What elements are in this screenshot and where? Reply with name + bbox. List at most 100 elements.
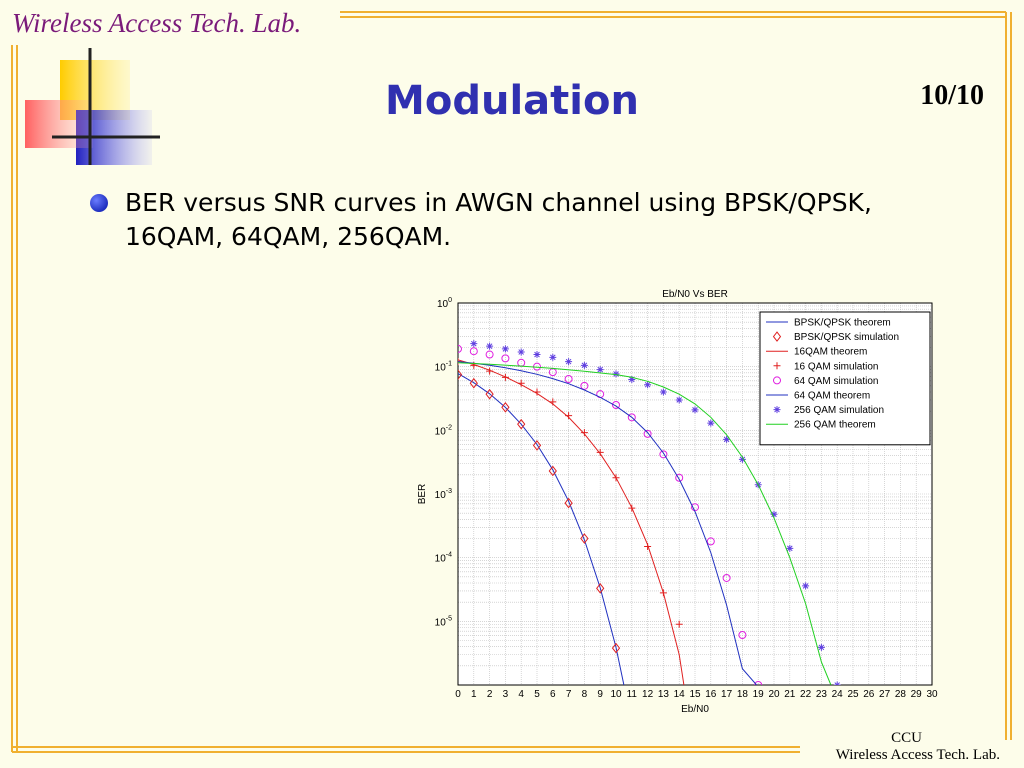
data-point — [470, 340, 478, 348]
y-tick-label: 10-3 — [435, 488, 452, 501]
x-tick-label: 6 — [550, 689, 556, 700]
legend-item: BPSK/QPSK simulation — [772, 331, 899, 343]
data-point — [628, 375, 636, 383]
x-tick-label: 23 — [816, 689, 828, 700]
series-line — [458, 373, 625, 685]
legend-item: 64 QAM theorem — [766, 391, 870, 402]
data-point — [580, 361, 588, 369]
data-point — [596, 583, 605, 594]
series-line — [458, 362, 832, 685]
legend-label: 64 QAM simulation — [794, 376, 878, 387]
series-7 — [458, 362, 832, 685]
data-point — [580, 429, 588, 437]
footer-line1: CCU — [891, 730, 922, 746]
footer: CCU Wireless Access Tech. Lab. — [836, 730, 1000, 764]
slide-title: Modulation — [385, 78, 639, 124]
bullet-icon — [90, 194, 108, 212]
data-point — [549, 353, 557, 361]
data-point — [691, 406, 699, 414]
data-point — [612, 400, 620, 409]
x-tick-label: 13 — [658, 689, 670, 700]
data-point — [501, 354, 510, 363]
series-3 — [458, 358, 683, 628]
x-tick-label: 19 — [753, 689, 765, 700]
x-tick-label: 30 — [926, 689, 938, 700]
legend-label: BPSK/QPSK theorem — [794, 318, 891, 329]
data-point — [580, 381, 589, 390]
x-tick-label: 9 — [597, 689, 603, 700]
data-point — [469, 377, 478, 389]
data-point — [675, 473, 684, 482]
data-point — [549, 398, 557, 406]
data-point — [612, 474, 620, 482]
series-6 — [470, 340, 841, 685]
data-point — [643, 429, 652, 438]
x-tick-label: 17 — [721, 689, 733, 700]
x-tick-label: 12 — [642, 689, 654, 700]
x-tick-label: 25 — [847, 689, 859, 700]
x-tick-label: 11 — [627, 689, 638, 700]
legend-label: 16 QAM simulation — [794, 361, 878, 372]
data-point — [722, 573, 731, 582]
page-number: 10/10 — [920, 80, 984, 111]
data-point — [517, 348, 525, 356]
x-tick-label: 4 — [518, 689, 524, 700]
x-tick-label: 7 — [566, 689, 572, 700]
data-point — [675, 620, 683, 628]
data-point — [596, 366, 604, 374]
series-4 — [458, 344, 763, 685]
legend-label: 16QAM theorem — [794, 347, 867, 358]
border-frame — [11, 11, 1012, 753]
y-tick-label: 10-4 — [435, 552, 452, 565]
data-point — [565, 358, 573, 366]
data-point — [772, 331, 782, 342]
data-point — [770, 510, 778, 518]
x-tick-label: 2 — [487, 689, 493, 700]
footer-line2: Wireless Access Tech. Lab. — [835, 747, 1000, 763]
x-tick-label: 28 — [895, 689, 907, 700]
plot-frame — [457, 302, 933, 686]
x-tick-label: 15 — [689, 689, 701, 700]
data-point — [773, 376, 781, 385]
legend: BPSK/QPSK theorem BPSK/QPSK simulation 16Q… — [759, 311, 931, 446]
data-point — [533, 351, 541, 359]
data-point — [486, 367, 494, 375]
legend-label: 256 QAM theorem — [794, 420, 876, 431]
data-point — [659, 450, 668, 459]
data-point — [817, 643, 825, 651]
legend-item: 256 QAM theorem — [766, 420, 876, 431]
series-0 — [458, 373, 625, 685]
x-tick-label: 21 — [784, 689, 796, 700]
x-tick-label: 5 — [534, 689, 540, 700]
series-line — [458, 361, 757, 685]
x-tick-label: 27 — [879, 689, 891, 700]
data-point — [738, 631, 747, 640]
data-point — [628, 504, 636, 512]
x-tick-label: 18 — [737, 689, 749, 700]
data-point — [659, 589, 667, 597]
grid — [457, 303, 933, 686]
y-axis-label: BER — [417, 484, 428, 505]
x-tick-label: 22 — [800, 689, 812, 700]
data-point — [773, 406, 781, 414]
data-point — [501, 401, 510, 413]
x-tick-label: 8 — [582, 689, 588, 700]
y-tick-label: 10-2 — [435, 424, 452, 437]
data-point — [517, 418, 526, 430]
data-point — [501, 345, 509, 353]
legend-box — [759, 311, 931, 446]
data-point — [723, 435, 731, 443]
chart-title: Eb/N0 Vs BER — [662, 289, 728, 300]
legend-item: 16QAM theorem — [766, 347, 867, 358]
data-point — [707, 419, 715, 427]
data-point — [501, 373, 509, 381]
data-point — [754, 681, 763, 685]
x-tick-label: 1 — [471, 689, 477, 700]
x-tick-label: 24 — [832, 689, 844, 700]
data-point — [644, 542, 652, 550]
data-point — [612, 370, 620, 378]
data-point — [485, 388, 494, 400]
x-tick-label: 0 — [455, 689, 461, 700]
x-tick-label: 29 — [911, 689, 923, 700]
